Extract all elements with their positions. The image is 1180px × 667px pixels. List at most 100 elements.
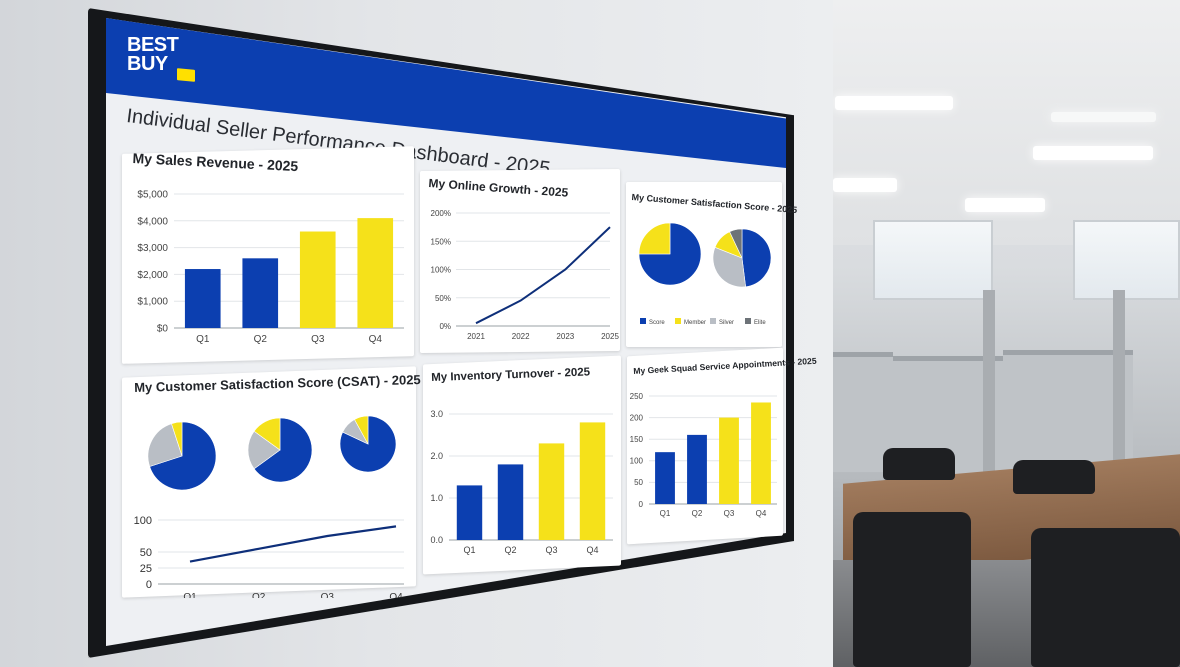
y-tick-label: 200%	[431, 209, 451, 218]
x-tick-label: Q4	[756, 509, 767, 518]
pie-slice	[171, 421, 183, 457]
y-tick-label: $4,000	[137, 216, 168, 227]
office-chair	[1013, 460, 1095, 494]
x-tick-label: Q2	[504, 545, 516, 555]
y-tick-label: 200	[630, 413, 644, 422]
y-tick-label: 0.0	[430, 535, 443, 545]
legend-swatch	[675, 318, 681, 324]
bar	[456, 485, 483, 540]
y-tick-label: $2,000	[137, 270, 168, 281]
legend-swatch	[710, 318, 716, 324]
y-tick-label: 3.0	[430, 409, 443, 419]
y-tick-label: 0%	[439, 322, 451, 331]
legend-label: Member	[684, 320, 706, 326]
y-tick-label: $1,000	[137, 297, 168, 308]
pie-slice	[712, 246, 746, 288]
x-tick-label: Q3	[321, 592, 335, 598]
window	[1073, 220, 1180, 300]
logo-text-buy: BUY	[127, 53, 168, 75]
pie-slice	[247, 430, 281, 470]
y-tick-label: 0	[639, 500, 644, 509]
office-chair	[1031, 528, 1180, 667]
y-tick-label: $3,000	[137, 243, 168, 254]
series-line	[475, 226, 611, 325]
x-tick-label: Q4	[586, 545, 598, 555]
pie-slice	[253, 417, 281, 451]
bar	[538, 443, 565, 540]
chart-csat-pies: Score Member Silver Elite	[638, 222, 772, 326]
pie-slice	[638, 222, 702, 286]
office-chair	[883, 448, 955, 480]
logo-tag-icon	[177, 68, 195, 82]
x-tick-label: Q2	[254, 334, 268, 345]
bar	[242, 258, 279, 328]
legend-swatch	[745, 318, 751, 324]
partition	[1113, 290, 1125, 480]
x-tick-label: 2025	[601, 332, 619, 341]
x-tick-label: Q4	[389, 592, 403, 598]
bar	[184, 269, 221, 328]
chart-csat: 0 25 50 100 Q1 Q2 Q3 Q4	[134, 415, 404, 598]
y-tick-label: 50	[140, 547, 152, 559]
bar	[497, 464, 524, 540]
x-tick-label: Q3	[311, 334, 325, 345]
pie-slice	[638, 222, 671, 255]
partition	[983, 290, 995, 480]
x-tick-label: Q4	[369, 334, 383, 345]
y-tick-label: $0	[157, 324, 169, 335]
x-tick-label: 2023	[556, 332, 574, 341]
series-line	[189, 525, 397, 563]
chart-inventory-turnover: 0.0 1.0 2.0 3.0 Q1 Q2 Q3 Q4	[430, 409, 613, 555]
logo-text-best: BEST	[127, 34, 179, 56]
bar	[751, 402, 771, 504]
y-tick-label: 100%	[431, 266, 451, 275]
x-tick-label: 2022	[512, 332, 530, 341]
legend-label: Score	[649, 320, 665, 326]
bar	[687, 434, 707, 504]
pie-slice	[354, 415, 369, 445]
y-tick-label: 250	[630, 392, 644, 401]
x-tick-label: Q1	[183, 592, 197, 598]
x-tick-label: Q2	[692, 509, 703, 518]
pie-slice	[253, 417, 313, 483]
cubicle	[1003, 350, 1133, 480]
legend-label: Silver	[719, 320, 734, 326]
y-tick-label: 2.0	[430, 451, 443, 461]
y-tick-label: 100	[630, 457, 644, 466]
x-tick-label: Q1	[660, 509, 671, 518]
y-tick-label: 0	[146, 579, 152, 591]
y-tick-label: 50	[634, 478, 643, 487]
bar	[655, 452, 675, 504]
y-tick-label: 25	[140, 563, 152, 575]
ceiling-light	[1051, 112, 1156, 122]
best-buy-logo: BEST BUY	[127, 34, 197, 82]
y-tick-label: 1.0	[430, 493, 443, 503]
x-tick-label: Q3	[545, 545, 557, 555]
y-tick-label: 50%	[435, 294, 451, 303]
bar	[357, 218, 394, 328]
pie-slice	[741, 228, 772, 288]
office-background	[833, 0, 1180, 667]
x-tick-label: Q1	[196, 334, 210, 345]
bar	[579, 422, 606, 540]
chart-sales-revenue: $0 $1,000 $2,000 $3,000 $4,000 $5,000 Q1 Q2 Q3 Q4	[137, 190, 404, 345]
x-tick-label: 2021	[467, 332, 485, 341]
x-tick-label: Q1	[463, 545, 475, 555]
x-tick-label: Q3	[724, 509, 735, 518]
legend-label: Elite	[754, 320, 766, 326]
y-tick-label: 150%	[431, 237, 451, 246]
ceiling-light	[965, 198, 1045, 212]
x-tick-label: Q2	[252, 592, 266, 598]
chart-online-growth: 0% 50% 100% 150% 200% 2021 2022 2023 2025	[431, 209, 620, 341]
cubicle	[833, 352, 893, 472]
ceiling-light	[835, 96, 953, 110]
y-tick-label: 150	[630, 435, 644, 444]
legend-swatch	[640, 318, 646, 324]
pie-slice	[149, 421, 217, 491]
ceiling-light	[833, 178, 897, 192]
bar	[299, 231, 336, 328]
window	[873, 220, 993, 300]
ceiling-light	[1033, 146, 1153, 160]
chart-geek-squad: 0 50 100 150 200 250 Q1 Q2 Q3 Q4	[630, 392, 777, 518]
pie-slice	[729, 228, 743, 259]
